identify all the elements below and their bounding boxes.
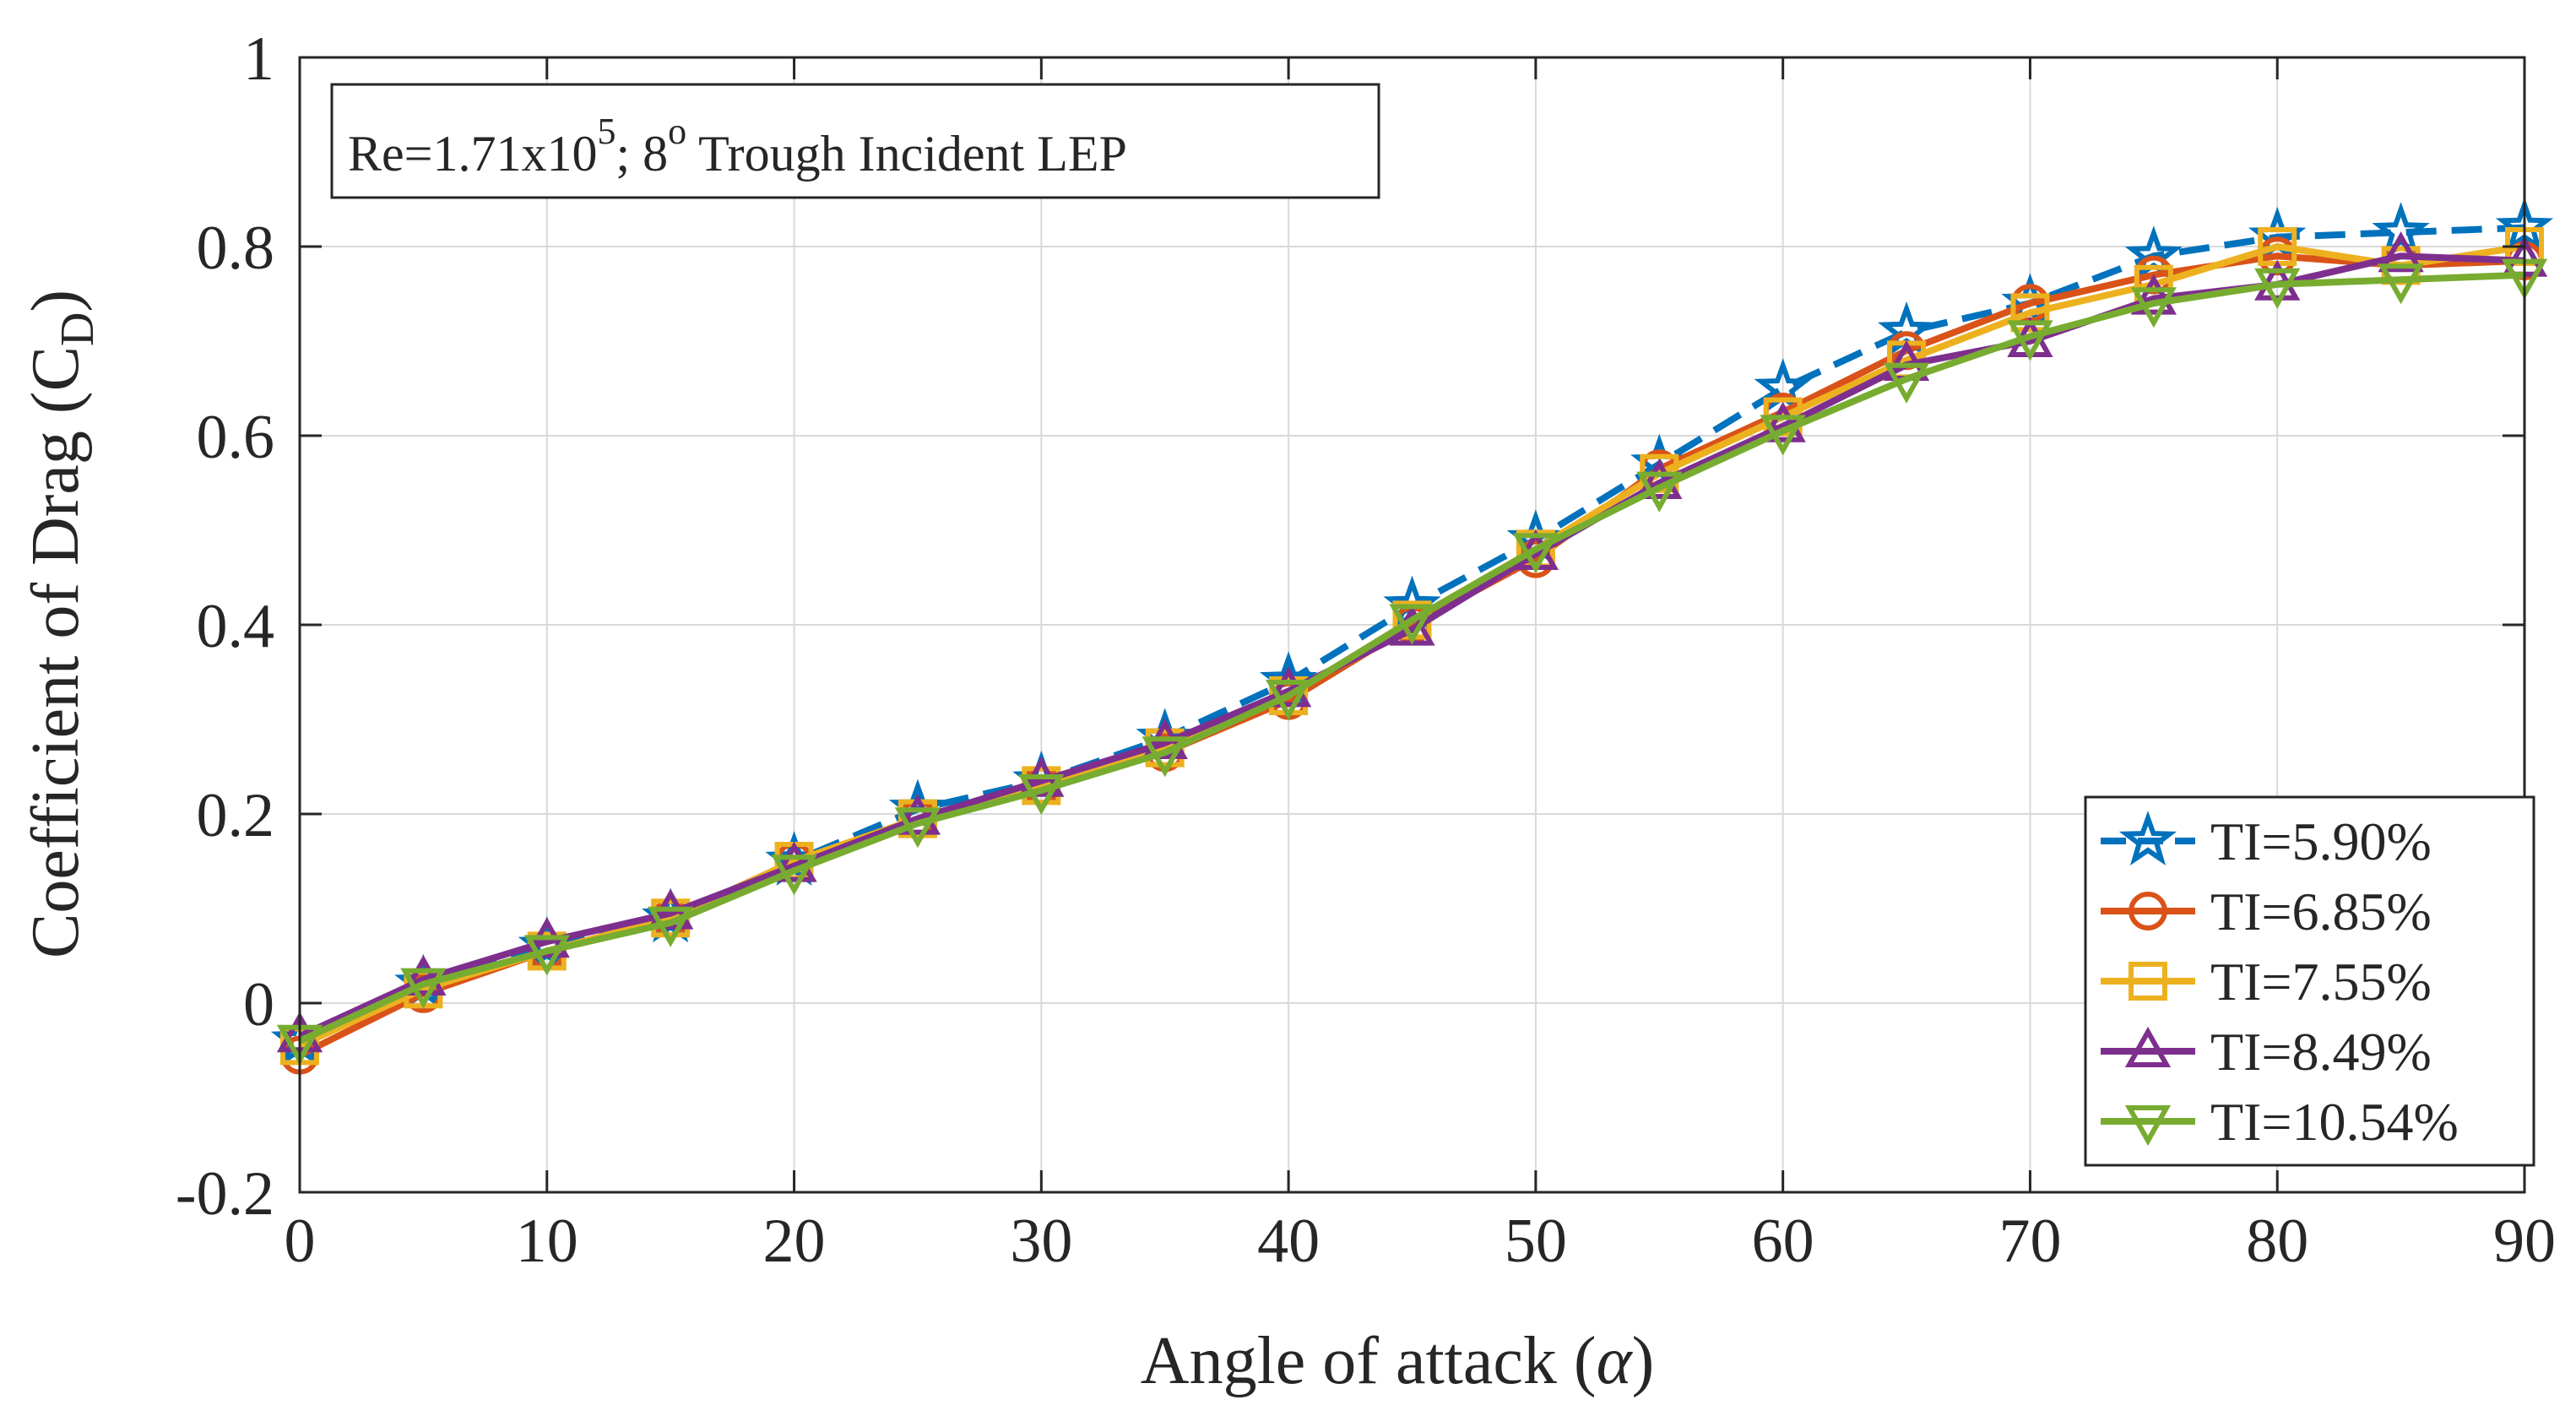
y-axis-label-sub: D <box>52 312 104 346</box>
legend-marker <box>2118 811 2177 866</box>
series-line <box>298 271 2525 1044</box>
data-point <box>1760 401 1806 442</box>
annotation-box: Re=1.71x105; 8o Trough Incident LEP <box>330 83 1380 199</box>
annotation-prefix: Re=1.71x10 <box>348 126 598 182</box>
series-5 <box>276 258 2548 1066</box>
legend-label: TI=6.85% <box>2210 882 2432 941</box>
data-point <box>1265 680 1312 721</box>
data-point <box>1018 774 1065 816</box>
legend-item: TI=6.85% <box>2101 882 2432 941</box>
x-tick-label: 50 <box>1505 1207 1567 1276</box>
x-tick-label: 40 <box>1257 1207 1320 1276</box>
annotation-suffix: Trough Incident LEP <box>686 126 1127 182</box>
legend-marker <box>2124 1026 2172 1067</box>
legend-item: TI=8.49% <box>2101 1022 2432 1082</box>
y-tick-label: 0.6 <box>197 403 275 472</box>
legend-marker <box>2129 892 2167 930</box>
y-tick-label: 0.2 <box>197 781 275 850</box>
x-tick-label: 90 <box>2493 1207 2556 1276</box>
x-axis-label: Angle of attack (α) <box>1141 1324 1654 1398</box>
legend: TI=5.90% TI=6.85% TI=7.55% TI=8.49% TI=10.54… <box>2084 795 2535 1167</box>
annotation-sup2: o <box>668 111 686 152</box>
y-tick-label: -0.2 <box>176 1159 274 1229</box>
x-tick-label: 30 <box>1010 1207 1072 1276</box>
series-line <box>298 252 2525 1039</box>
data-point <box>2007 320 2053 361</box>
annotation-frame <box>330 83 1380 199</box>
data-point <box>1142 736 1188 778</box>
y-tick-label: 1 <box>243 24 274 94</box>
legend-items: TI=5.90% TI=6.85% TI=7.55% TI=8.49% TI=10.54… <box>2101 811 2459 1152</box>
data-point <box>2258 227 2297 266</box>
data-point <box>648 906 694 947</box>
x-axis-label-text: Angle of attack ( <box>1141 1324 1597 1398</box>
data-point <box>1389 604 1435 645</box>
x-tick-label: 80 <box>2246 1207 2308 1276</box>
legend-item: TI=5.90% <box>2101 811 2432 871</box>
data-point <box>2254 268 2301 309</box>
legend-item: TI=7.55% <box>2101 952 2432 1012</box>
x-tick-label: 60 <box>1752 1207 1814 1276</box>
tick-labels: 0 10 20 30 40 50 60 70 80 90-0.200.20.40.60.81 <box>176 24 2556 1276</box>
data-point <box>894 794 941 835</box>
annotation-middle: ; 8 <box>616 126 669 182</box>
data-point <box>400 968 447 1009</box>
annotation-text: Re=1.71x105; 8o Trough Incident LEP <box>348 111 1127 182</box>
data-point <box>1636 471 1683 513</box>
data-point <box>771 841 817 882</box>
x-axis-label-symbol: α <box>1597 1324 1634 1398</box>
x-tick-label: 70 <box>1998 1207 2061 1276</box>
legend-marker <box>2129 962 2167 1001</box>
data-point <box>2378 263 2424 305</box>
y-tick-label: 0.8 <box>197 214 275 283</box>
y-tick-label: 0.4 <box>197 592 275 661</box>
legend-label: TI=8.49% <box>2210 1022 2432 1082</box>
data-point <box>1760 415 1806 456</box>
x-tick-label: 10 <box>516 1207 578 1276</box>
legend-label: TI=5.90% <box>2210 811 2432 871</box>
x-axis-label-end: ) <box>1632 1324 1655 1398</box>
data-point <box>1512 533 1559 574</box>
data-point <box>400 954 447 996</box>
x-tick-label: 20 <box>763 1207 826 1276</box>
axis-ticks <box>298 56 2526 1194</box>
data-point <box>523 935 570 976</box>
y-axis-label-end: ) <box>19 290 93 312</box>
data-point <box>1883 362 1930 404</box>
data-point <box>894 807 941 849</box>
data-point <box>2130 287 2177 328</box>
annotation-sup1: 5 <box>598 111 616 152</box>
legend-item: TI=10.54% <box>2101 1092 2459 1152</box>
y-axis-label: Coefficient of Drag (CD) <box>19 290 104 958</box>
legend-label: TI=7.55% <box>2210 952 2432 1012</box>
data-point <box>771 854 817 896</box>
y-axis-label-text: Coefficient of Drag (C <box>19 346 93 958</box>
data-point <box>2378 231 2424 273</box>
legend-marker <box>2124 1105 2172 1147</box>
x-tick-label: 0 <box>285 1207 316 1276</box>
series-layer <box>270 197 2554 1075</box>
data-point <box>2130 274 2177 315</box>
y-tick-label: 0 <box>243 970 274 1039</box>
legend-label: TI=10.54% <box>2210 1092 2459 1152</box>
